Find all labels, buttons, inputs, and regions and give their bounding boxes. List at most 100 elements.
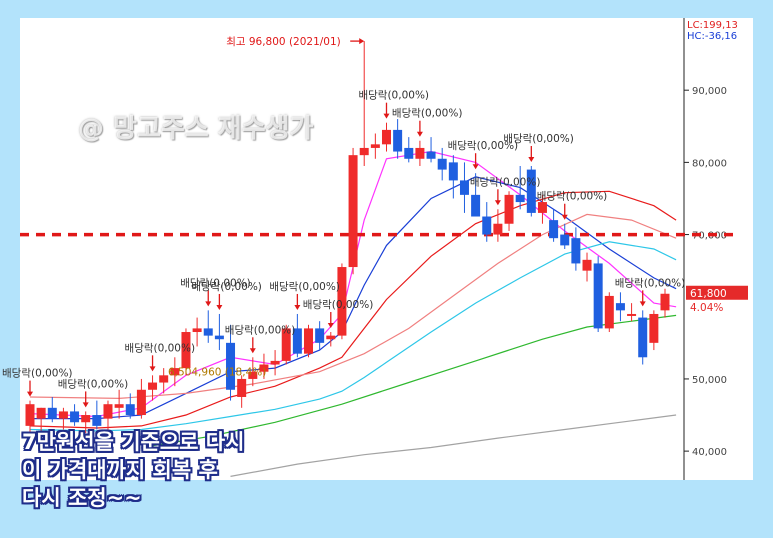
y-tick-label: 80,000 [692, 158, 727, 169]
candle-body [571, 238, 581, 264]
candle-body [214, 335, 224, 340]
candle-body [638, 317, 648, 358]
caption-line-1: 7만원선을 기준으로 다시 [22, 430, 245, 454]
candle-body [226, 342, 236, 390]
annotation-arrowhead [494, 200, 501, 206]
moving-average-line [29, 213, 677, 400]
moving-average-line [230, 414, 677, 477]
annotation-label: 배당락(0,00%) [303, 299, 374, 311]
candle-body [471, 194, 481, 217]
candles [25, 41, 670, 441]
annotation-arrowhead [561, 214, 568, 220]
candle-body [136, 389, 146, 416]
annotation-arrowhead [294, 304, 301, 310]
annotation-arrowhead [416, 131, 423, 137]
candle-body [359, 147, 369, 156]
annotation-arrowhead [216, 304, 223, 310]
annotation-label: 배당락(0,00%) [269, 281, 340, 293]
candle-body [237, 378, 247, 397]
candle-body [304, 328, 314, 354]
candle-body [92, 415, 102, 426]
candle-body [526, 169, 536, 213]
moving-average-line [29, 190, 677, 429]
candle-body [660, 293, 670, 311]
moving-average-line [30, 176, 677, 420]
candle-body [393, 129, 403, 152]
candle-body [70, 411, 80, 423]
annotation-label: 배당락(0,00%) [448, 140, 519, 152]
candle-body [159, 375, 169, 383]
candle-body [504, 194, 514, 224]
watermark-text: @ 망고주스 재수생가 [78, 114, 314, 144]
candle-body [103, 404, 113, 419]
candle-body [604, 295, 614, 329]
y-tick-label: 50,000 [692, 375, 727, 386]
annotation-arrowhead [327, 323, 334, 329]
candle-body [203, 328, 213, 336]
candle-body [259, 364, 269, 372]
annotation-arrowhead [27, 391, 33, 397]
y-tick-label: 40,000 [692, 447, 727, 458]
candle-body [47, 407, 57, 419]
candle-body [437, 158, 447, 170]
candle-body [170, 368, 180, 376]
high-marker-arrowhead [359, 38, 365, 45]
candle-body [560, 234, 570, 246]
annotation-arrowhead [249, 348, 256, 354]
candle-body [326, 335, 336, 340]
candle-body [337, 267, 347, 336]
candle-body [315, 328, 325, 343]
candle-body [493, 223, 503, 235]
candle-body [125, 404, 135, 416]
candle-body [148, 382, 158, 390]
candle-body [549, 220, 559, 239]
candle-body [292, 328, 302, 354]
caption-text: 7만원선을 기준으로 다시 이 가격대까지 회복 후 다시 조정~~ [22, 428, 244, 512]
chart-labels: 최고 96,800 (2021/01) 6,504,960 (18,4%) 61,8… [168, 36, 748, 379]
candle-body [281, 328, 291, 361]
annotation-label: 배당락(0,00%) [180, 277, 251, 289]
annotation-arrowhead [149, 366, 156, 372]
caption-line-2: 이 가격대까지 회복 후 [22, 458, 218, 482]
candle-body [448, 162, 458, 181]
low-marker-label: 6,504,960 (18,4%) [168, 367, 266, 379]
candle-body [627, 313, 637, 316]
candle-body [426, 151, 436, 159]
high-marker-label: 최고 96,800 (2021/01) [226, 36, 341, 48]
candle-body [537, 202, 547, 213]
current-change-label: 4.04% [690, 302, 723, 314]
candle-body [415, 147, 425, 159]
current-price-label: 61,800 [690, 288, 727, 300]
annotation-arrowhead [82, 402, 89, 408]
candle-body [582, 259, 592, 271]
caption-line-3: 다시 조정~~ [22, 486, 142, 510]
candle-body [270, 360, 280, 365]
candle-body [114, 404, 124, 408]
annotation-arrowhead [528, 156, 535, 162]
annotation-arrowhead [639, 301, 646, 307]
candle-body [404, 147, 414, 159]
annotation-label: 배당락(0,00%) [615, 277, 686, 289]
candle-body [370, 144, 380, 148]
annotation-label: 배당락(0,00%) [58, 378, 129, 390]
annotation-label: 배당락(0,00%) [125, 342, 196, 354]
annotation-arrowhead [383, 113, 390, 119]
candle-body [36, 407, 46, 419]
candle-body [615, 303, 625, 311]
candle-body [81, 415, 91, 423]
annotation-label: 배당락(0,00%) [503, 133, 574, 145]
candle-body [649, 313, 659, 343]
candle-body [58, 411, 68, 419]
indicator-label: HC:-36,16 [687, 31, 737, 42]
annotation-label: 배당락(0,00%) [2, 368, 73, 380]
candle-body [25, 404, 35, 426]
annotation-label: 배당락(0,00%) [537, 191, 608, 203]
annotation-arrowhead [472, 164, 479, 170]
annotation-arrowhead [205, 301, 212, 307]
candle-body [515, 194, 525, 203]
candle-body [181, 332, 191, 369]
annotation-label: 배당락(0,00%) [392, 108, 463, 120]
candle-body [593, 263, 603, 329]
y-tick-label: 90,000 [692, 86, 727, 97]
